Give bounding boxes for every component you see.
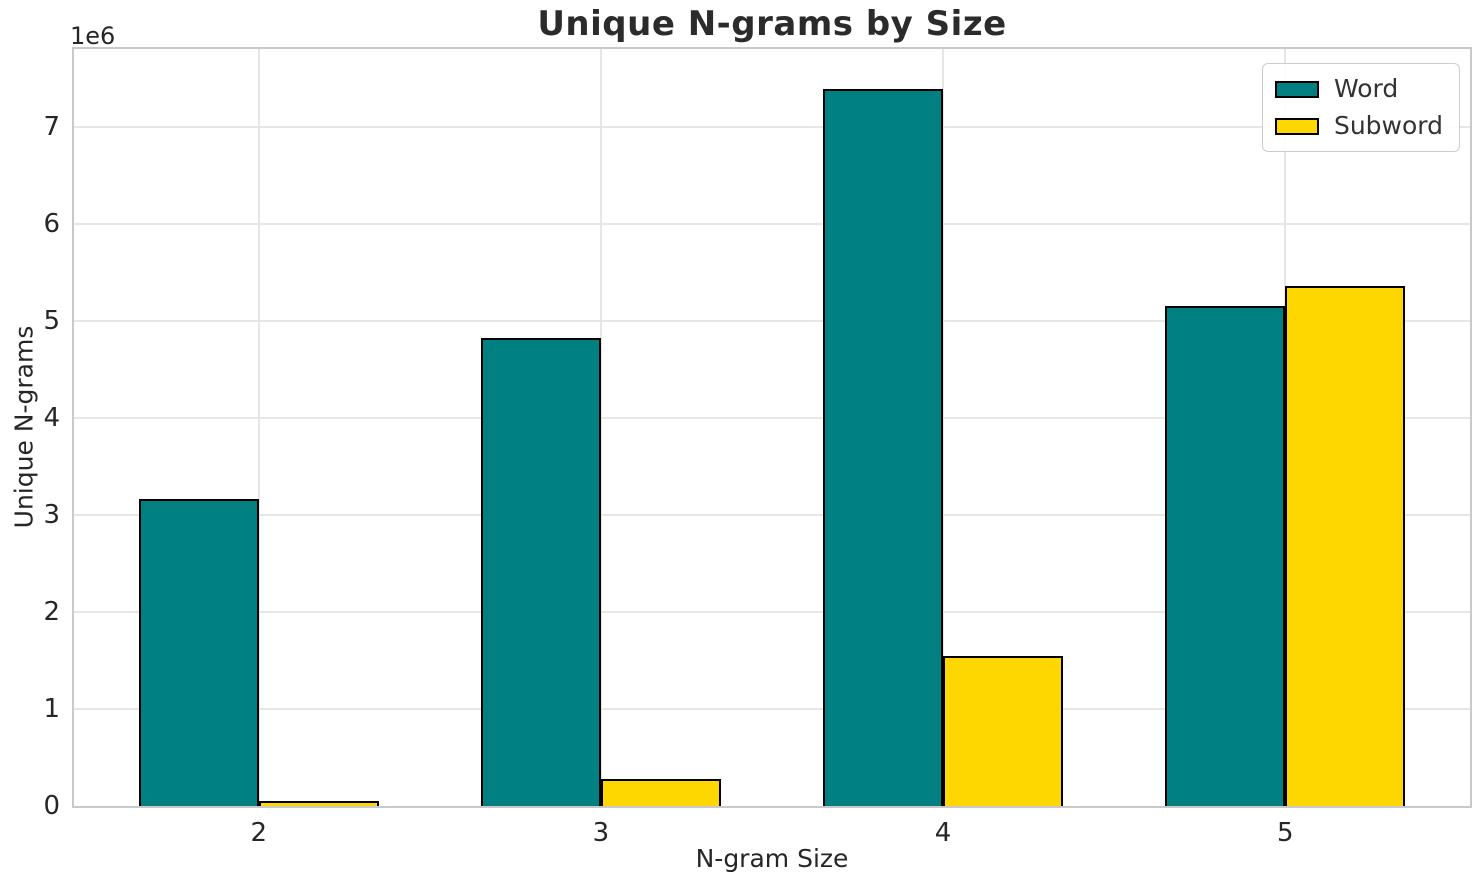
chart-title: Unique N-grams by Size [537,4,1007,44]
vertical-gridline [599,49,602,806]
horizontal-gridline [74,707,1470,710]
y-tick-label: 6 [43,208,60,239]
horizontal-gridline [74,416,1470,419]
subword-series-swatch [1274,117,1319,135]
bar-subword-2 [258,801,379,806]
vertical-gridline [257,49,260,806]
x-tick-label: 2 [250,818,268,848]
horizontal-gridline [74,125,1470,128]
horizontal-gridline [74,610,1470,613]
bar-word-5 [1165,306,1286,806]
horizontal-gridline [74,222,1470,225]
y-tick-label: 1 [43,693,60,724]
bar-subword-3 [600,778,721,806]
y-tick-label: 7 [43,111,60,142]
bar-word-2 [139,499,259,806]
bar-subword-5 [1285,285,1405,806]
y-axis-offset-text: 1e6 [70,22,116,50]
bar-subword-4 [943,655,1063,806]
y-tick-label: 0 [43,791,60,821]
bar-word-4 [823,88,944,806]
x-tick-label: 5 [1276,818,1294,848]
vertical-gridline [942,49,945,806]
y-tick-label: 5 [43,305,60,336]
legend-label-word: Word [1333,74,1399,103]
bar-word-3 [481,338,601,806]
word-series-swatch [1274,80,1319,98]
y-tick-label: 4 [43,402,60,433]
legend-item-word: Word [1274,74,1443,103]
x-tick-label: 4 [934,818,952,848]
plot-area: Word Subword [72,47,1472,808]
legend: Word Subword [1261,63,1460,152]
y-tick-label: 3 [43,499,60,530]
legend-label-subword: Subword [1333,111,1443,140]
x-axis-label: N-gram Size [695,844,849,873]
y-tick-label: 2 [43,596,60,627]
x-tick-label: 3 [592,818,610,848]
legend-item-subword: Subword [1274,111,1443,140]
horizontal-gridline [74,513,1470,516]
horizontal-gridline [74,319,1470,322]
